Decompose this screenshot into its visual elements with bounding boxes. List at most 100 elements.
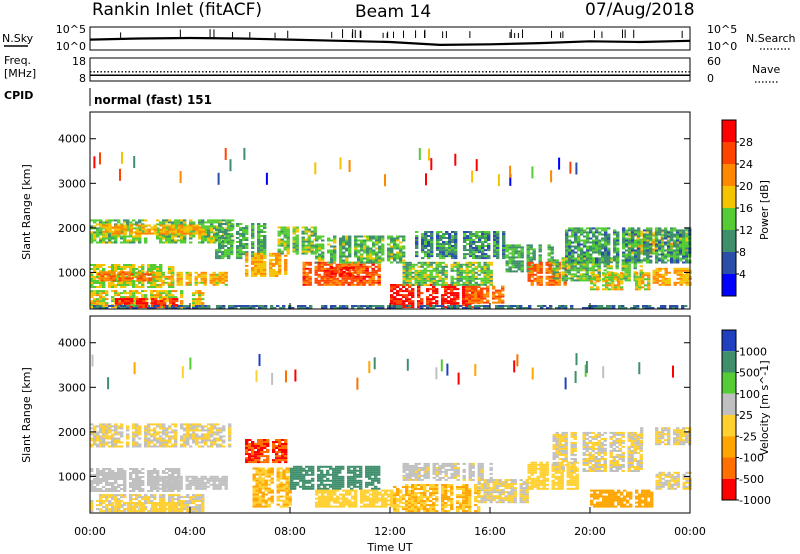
power-cell-1245 bbox=[175, 304, 179, 307]
power-cell-612 bbox=[117, 264, 121, 266]
power-cell-1874 bbox=[286, 228, 290, 231]
power-cell-4464 bbox=[673, 281, 677, 284]
power-cell-493 bbox=[180, 230, 184, 233]
power-cell-2262 bbox=[396, 294, 400, 297]
power-cell-3380 bbox=[561, 277, 565, 280]
power-cell-4592 bbox=[282, 305, 286, 307]
power-cell-2525 bbox=[486, 289, 490, 292]
power-cell-1867 bbox=[286, 242, 290, 245]
power-cell-2350 bbox=[432, 302, 436, 305]
power-cell-3611 bbox=[602, 288, 606, 291]
power-cell-3388 bbox=[561, 259, 565, 262]
power-cell-1596 bbox=[317, 279, 321, 282]
velocity-cell-97 bbox=[120, 441, 124, 444]
power-cell-1362 bbox=[242, 229, 246, 231]
power-cell-4114 bbox=[616, 231, 620, 234]
power-cell-12 bbox=[93, 233, 97, 236]
power-cell-2015 bbox=[339, 259, 343, 262]
power-cell-4584 bbox=[264, 307, 268, 309]
power-cell-1233 bbox=[163, 304, 167, 307]
power-cell-3469 bbox=[588, 267, 592, 270]
power-cell-1784 bbox=[371, 267, 375, 270]
power-cell-2129 bbox=[372, 259, 376, 262]
power-cell-4654 bbox=[426, 307, 430, 309]
power-cell-1200 bbox=[136, 298, 140, 301]
power-cell-155 bbox=[138, 221, 142, 224]
power-cell-3616 bbox=[602, 272, 606, 275]
power-cell-1760 bbox=[365, 275, 369, 278]
power-cell-3991 bbox=[589, 247, 593, 250]
power-cell-3413 bbox=[570, 263, 574, 266]
power-cell-2166 bbox=[381, 251, 385, 254]
power-cell-4041 bbox=[601, 257, 605, 260]
power-cell-3281 bbox=[536, 283, 540, 286]
power-cell-3917 bbox=[574, 257, 578, 260]
power-cell-2631 bbox=[423, 273, 427, 276]
power-cell-1302 bbox=[227, 249, 231, 252]
power-cell-891 bbox=[197, 281, 201, 284]
power-cell-2308 bbox=[411, 296, 415, 299]
power-cell-3987 bbox=[589, 257, 593, 260]
power-cell-791 bbox=[124, 273, 128, 276]
power-cell-620 bbox=[120, 270, 124, 272]
power-cell-1832 bbox=[277, 248, 281, 251]
power-cell-1907 bbox=[301, 240, 305, 243]
power-cell-456 bbox=[147, 228, 151, 231]
power-cell-4335 bbox=[673, 251, 677, 254]
power-cell-3073 bbox=[487, 239, 491, 241]
noise-left-tick-high: 10^5 bbox=[56, 23, 86, 36]
power-cell-2410 bbox=[453, 288, 457, 291]
power-cell-3136 bbox=[508, 256, 512, 259]
power-cell-3000 bbox=[469, 249, 473, 252]
power-cell-3995 bbox=[589, 231, 593, 234]
power-cell-4003 bbox=[592, 245, 596, 248]
power-cell-410 bbox=[108, 226, 112, 229]
power-cell-1717 bbox=[353, 275, 357, 278]
power-cell-342 bbox=[213, 239, 217, 242]
power-cell-79 bbox=[114, 237, 118, 240]
power-cell-457 bbox=[147, 224, 151, 227]
power-cell-996 bbox=[111, 290, 115, 293]
power-cell-3381 bbox=[561, 275, 565, 278]
power-cell-667 bbox=[135, 268, 139, 270]
power-cell-593 bbox=[114, 286, 118, 288]
power-cell-1283 bbox=[221, 229, 225, 231]
power-cell-4659 bbox=[435, 305, 439, 307]
power-cell-3748 bbox=[639, 232, 643, 235]
power-cell-1038 bbox=[132, 300, 136, 303]
power-cell-1525 bbox=[275, 272, 279, 275]
power-cell-2261 bbox=[396, 298, 400, 301]
power-cell-2197 bbox=[393, 257, 397, 260]
power-cell-4563 bbox=[228, 305, 232, 307]
power-cell-4311 bbox=[667, 241, 671, 244]
power-cell-23 bbox=[96, 227, 100, 230]
power-cell-2322 bbox=[417, 288, 421, 291]
power-cell-538 bbox=[93, 280, 97, 282]
power-cell-2530 bbox=[492, 295, 496, 298]
power-cell-2320 bbox=[417, 292, 421, 295]
power-cell-1351 bbox=[239, 223, 243, 225]
power-cell-2028 bbox=[342, 259, 346, 262]
power-cell-1817 bbox=[339, 266, 343, 269]
power-cell-813 bbox=[145, 277, 149, 280]
power-cell-696 bbox=[147, 266, 151, 268]
power-cell-3317 bbox=[548, 269, 552, 272]
power-cell-1143 bbox=[192, 304, 196, 307]
power-cell-2728 bbox=[456, 265, 460, 268]
power-cell-368 bbox=[222, 239, 226, 242]
power-cell-1341 bbox=[239, 249, 243, 252]
power-cell-3634 bbox=[611, 282, 615, 285]
power-cell-4710 bbox=[549, 307, 553, 309]
power-cell-3563 bbox=[627, 277, 631, 280]
power-cell-953 bbox=[93, 302, 97, 305]
power-cell-2947 bbox=[448, 241, 452, 243]
power-cell-1520 bbox=[272, 262, 276, 265]
power-cell-2743 bbox=[462, 277, 466, 280]
power-cell-2531 bbox=[492, 293, 496, 296]
power-cell-4031 bbox=[598, 247, 602, 250]
power-cell-2339 bbox=[426, 288, 430, 291]
power-cell-4195 bbox=[637, 249, 641, 252]
power-cell-431 bbox=[123, 228, 127, 231]
power-cell-3921 bbox=[574, 241, 578, 244]
power-cell-1206 bbox=[142, 306, 146, 309]
